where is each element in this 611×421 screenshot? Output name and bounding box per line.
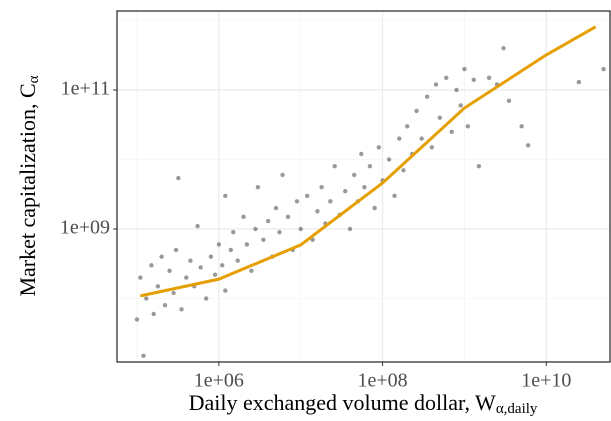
point xyxy=(138,275,143,280)
point xyxy=(386,157,392,162)
point xyxy=(220,263,225,268)
point xyxy=(471,77,476,83)
point xyxy=(414,108,419,114)
y-tick-label: 1e+09 xyxy=(60,217,110,239)
point xyxy=(228,247,234,253)
x-label-main: Daily exchanged volume dollar, W xyxy=(189,390,496,415)
point xyxy=(141,353,146,358)
point xyxy=(159,254,164,259)
point xyxy=(506,98,512,103)
x-label-sub: α,daily xyxy=(496,401,538,417)
point xyxy=(223,288,228,293)
point xyxy=(454,87,459,93)
point xyxy=(476,164,482,169)
point xyxy=(241,214,246,219)
y-tick-label: 1e+11 xyxy=(61,78,110,100)
point xyxy=(405,124,410,129)
point xyxy=(151,311,156,317)
point xyxy=(173,247,179,253)
point xyxy=(155,284,161,289)
point xyxy=(261,237,266,242)
point xyxy=(437,115,442,120)
point xyxy=(465,124,471,129)
point xyxy=(249,268,254,274)
point xyxy=(419,136,424,141)
point xyxy=(576,79,582,85)
point xyxy=(171,290,176,296)
point xyxy=(280,172,285,178)
point xyxy=(351,172,357,178)
point xyxy=(253,226,258,232)
point xyxy=(392,193,397,199)
point xyxy=(310,237,315,242)
point xyxy=(149,263,154,268)
point xyxy=(167,268,172,274)
y-label-main: Market capitalization, C xyxy=(15,83,40,296)
point xyxy=(235,258,240,263)
point xyxy=(216,242,222,247)
point xyxy=(486,75,492,80)
point xyxy=(601,66,606,72)
point xyxy=(319,184,324,190)
point xyxy=(244,242,250,247)
x-axis-label: Daily exchanged volume dollar, Wα,daily xyxy=(189,390,538,417)
point xyxy=(273,205,279,211)
point xyxy=(519,124,524,129)
point xyxy=(444,75,449,80)
point xyxy=(424,94,430,99)
panel xyxy=(117,11,610,362)
point xyxy=(208,254,214,259)
point xyxy=(134,317,140,322)
point xyxy=(359,151,364,157)
x-tick-label: 1e+10 xyxy=(521,370,571,392)
point xyxy=(429,145,435,150)
point xyxy=(315,209,320,214)
point xyxy=(376,145,382,150)
y-label-sub: α xyxy=(26,75,42,83)
point xyxy=(179,307,184,312)
point xyxy=(401,168,406,173)
point xyxy=(362,184,367,190)
point xyxy=(265,218,271,224)
point xyxy=(188,258,193,263)
point xyxy=(501,45,506,51)
point xyxy=(332,164,337,169)
point xyxy=(372,205,377,211)
y-axis-label: Market capitalization, Cα xyxy=(15,75,42,296)
point xyxy=(184,275,189,280)
point xyxy=(298,226,303,232)
point xyxy=(198,265,203,270)
point xyxy=(328,199,333,204)
point xyxy=(347,226,353,232)
point xyxy=(203,296,209,301)
point xyxy=(285,214,291,219)
point xyxy=(458,103,463,108)
point xyxy=(176,175,181,181)
point xyxy=(212,272,218,277)
panel-border xyxy=(116,10,611,363)
point xyxy=(397,136,402,141)
x-tick-label: 1e+08 xyxy=(357,370,407,392)
point xyxy=(433,82,439,87)
point xyxy=(294,199,300,204)
point xyxy=(144,296,149,301)
point xyxy=(525,143,531,148)
point xyxy=(449,129,454,135)
point xyxy=(231,229,236,235)
point xyxy=(462,66,467,72)
point xyxy=(343,188,348,194)
point xyxy=(255,184,261,190)
point xyxy=(162,303,168,308)
point xyxy=(367,164,373,169)
fit-line xyxy=(140,25,597,298)
point xyxy=(304,193,310,199)
point xyxy=(223,193,228,199)
x-tick-label: 1e+06 xyxy=(194,370,244,392)
point xyxy=(277,229,282,235)
point xyxy=(195,223,200,229)
